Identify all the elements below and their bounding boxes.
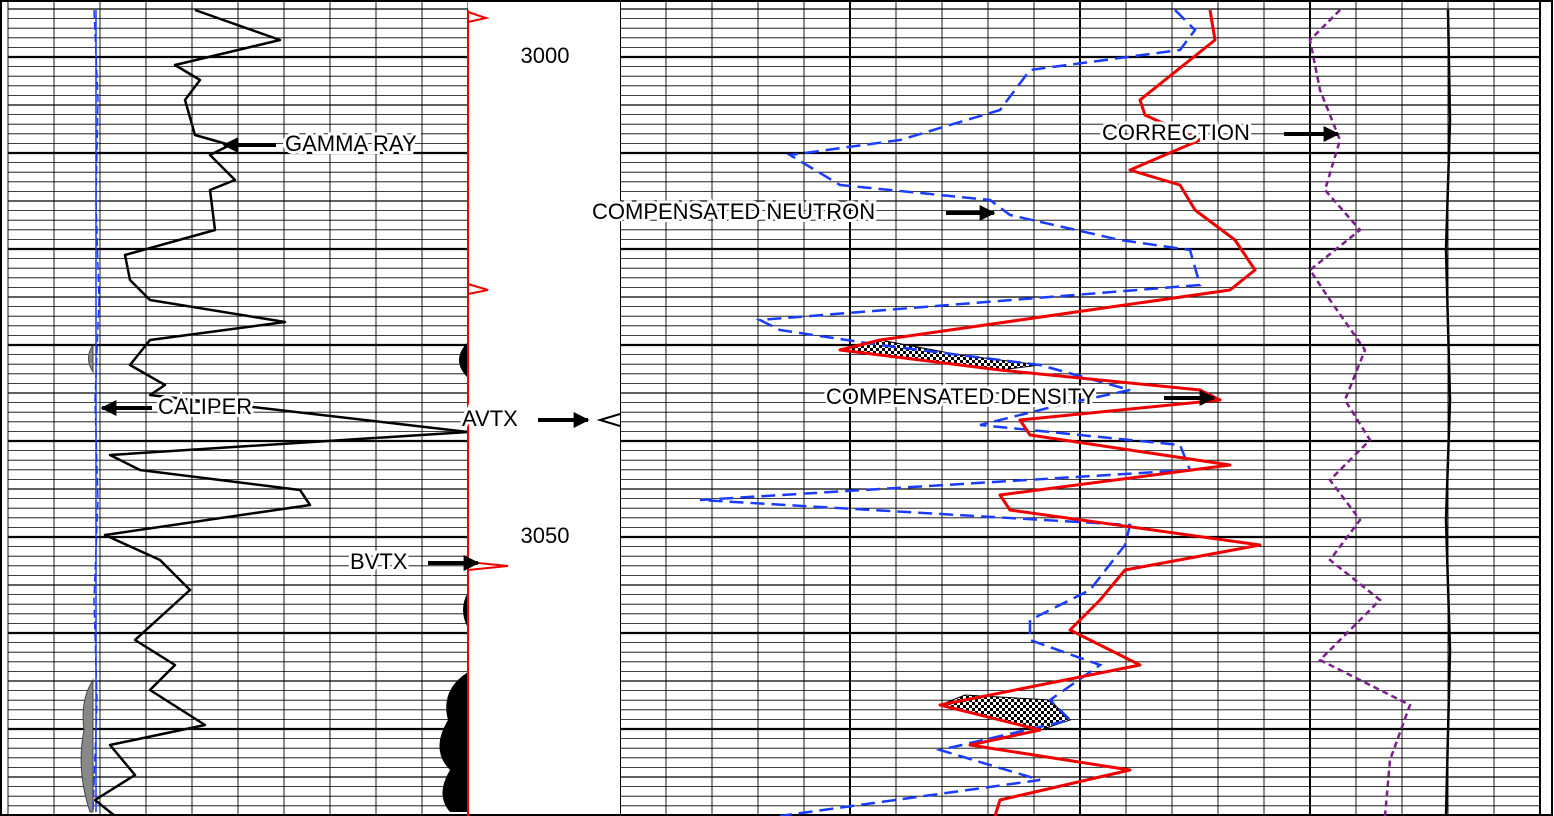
curve-label: COMPENSATED NEUTRON [592, 199, 875, 224]
avtx-marker [596, 413, 621, 427]
grid [7, 2, 1541, 816]
caliper-curve [92, 9, 100, 813]
correction-curve [1308, 9, 1412, 816]
curve-label: AVTX [462, 406, 518, 431]
caliper-fill [80, 343, 94, 813]
flag-markers [467, 11, 509, 571]
gamma-ray-curve [93, 8, 470, 816]
curve-label: GAMMA RAY [285, 131, 417, 156]
depth-track [468, 0, 620, 816]
tension-curve [1444, 9, 1452, 816]
curve-label: COMPENSATED DENSITY [826, 384, 1096, 409]
depth-label: 3050 [521, 523, 570, 548]
density-curve [838, 9, 1262, 816]
bvtx-fill [439, 342, 468, 812]
curve-label: BVTX [350, 549, 408, 574]
curve-label: CORRECTION [1102, 120, 1250, 145]
curve-label: CALIPER [158, 394, 252, 419]
depth-label: 3000 [521, 43, 570, 68]
arrows [100, 126, 1340, 571]
